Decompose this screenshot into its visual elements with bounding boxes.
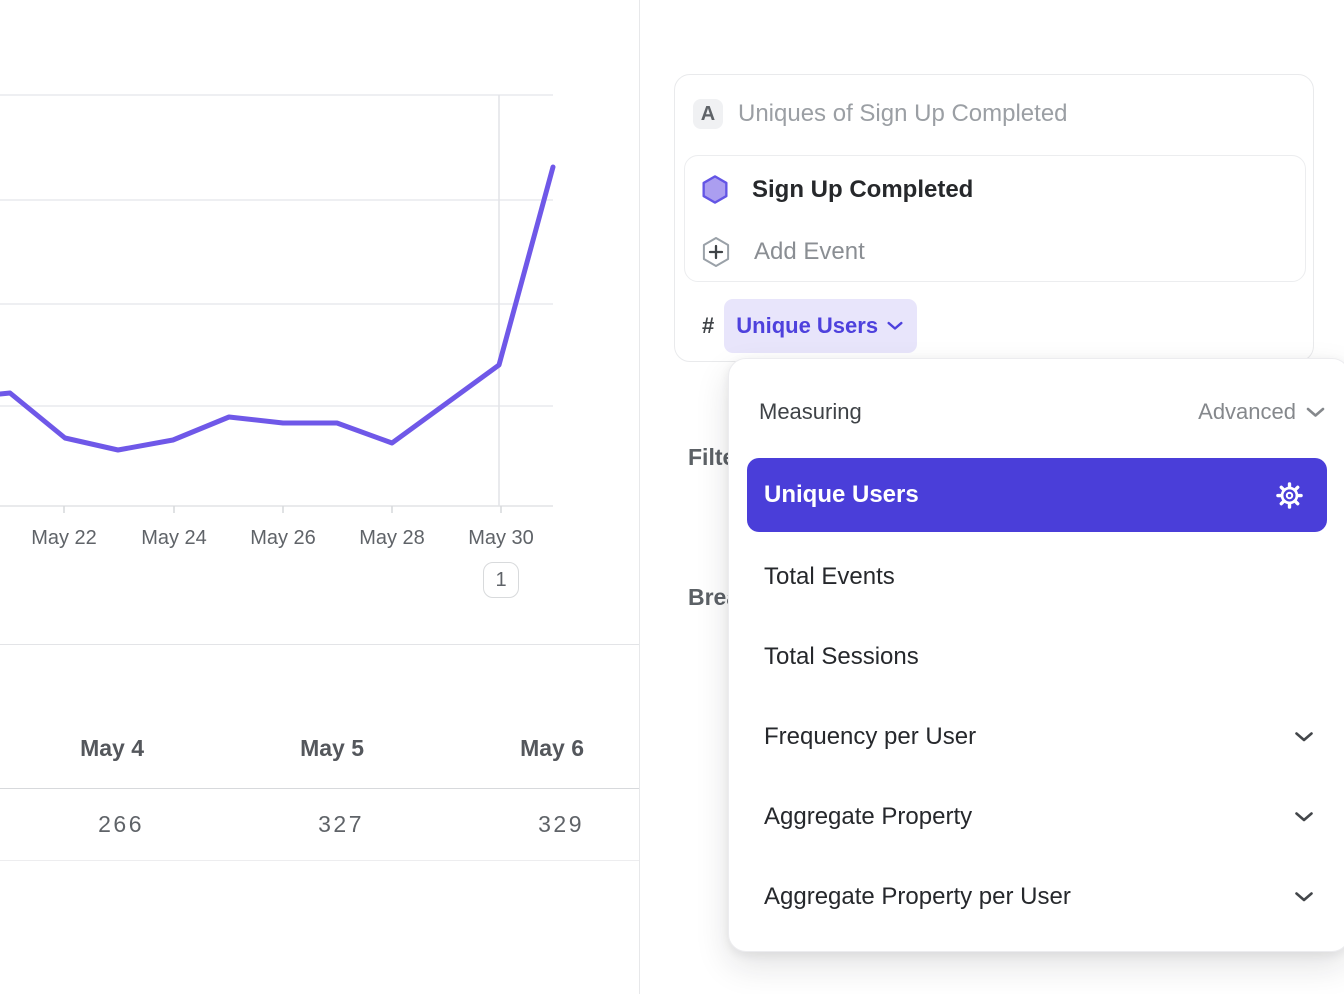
menu-item-unique-users-selected[interactable]: Unique Users xyxy=(747,458,1327,532)
query-builder-card: A Uniques of Sign Up Completed Sign Up C… xyxy=(674,74,1314,362)
measuring-menu-title: Measuring xyxy=(759,399,862,424)
x-axis-tick-label: May 28 xyxy=(359,527,425,549)
event-label: Sign Up Completed xyxy=(752,175,974,203)
pane-divider xyxy=(639,0,640,994)
measuring-menu-item[interactable]: Total Sessions xyxy=(729,617,1344,697)
measuring-menu-item[interactable]: Frequency per User xyxy=(729,697,1344,777)
measuring-mode-value: Advanced xyxy=(1198,399,1296,424)
table-value-row: 266 327 329 xyxy=(0,789,584,860)
measuring-menu-item[interactable]: Total Events xyxy=(729,537,1344,617)
table-value-cell: 266 xyxy=(98,811,144,837)
plus-hexagon-icon xyxy=(700,235,732,269)
chevron-down-icon xyxy=(1294,732,1314,743)
line-chart: May 22 May 24 May 26 May 28 May 30 xyxy=(0,94,556,549)
add-event-button[interactable]: Add Event xyxy=(685,220,1305,283)
series-header-row: A Uniques of Sign Up Completed xyxy=(693,99,1068,129)
table-header-cell: May 5 xyxy=(300,735,364,761)
hexagon-icon xyxy=(700,173,730,206)
query-title: Uniques of Sign Up Completed xyxy=(738,100,1068,127)
table-value-cell: 327 xyxy=(318,811,364,837)
table-row-divider xyxy=(0,860,639,861)
selected-item-label: Unique Users xyxy=(764,481,919,508)
table-value-cell: 329 xyxy=(538,811,584,837)
measuring-menu-item[interactable]: Aggregate Property per User xyxy=(729,857,1344,937)
pagination-page-label: 1 xyxy=(495,568,507,591)
gear-icon[interactable] xyxy=(1276,482,1303,509)
x-axis-tick-label: May 30 xyxy=(468,527,534,549)
hash-symbol: # xyxy=(702,313,715,338)
measurement-row: # Unique Users xyxy=(702,299,918,353)
menu-item-label: Total Events xyxy=(764,563,895,590)
chevron-down-icon xyxy=(1294,892,1314,903)
pagination-page-button[interactable]: 1 xyxy=(483,562,519,598)
chevron-down-icon xyxy=(1306,407,1325,418)
event-list-card: Sign Up Completed Add Event xyxy=(684,155,1306,282)
x-axis-tick-label: May 22 xyxy=(31,527,97,549)
series-badge: A xyxy=(693,99,723,129)
chart-line-series xyxy=(0,164,556,453)
x-axis-tick-label: May 24 xyxy=(141,527,207,549)
measuring-dropdown-menu: Measuring Advanced Unique Users xyxy=(728,358,1344,952)
menu-item-label: Aggregate Property xyxy=(764,803,973,830)
menu-item-label: Total Sessions xyxy=(764,643,919,670)
menu-item-label: Frequency per User xyxy=(764,723,977,750)
measurement-dropdown-button[interactable]: Unique Users xyxy=(724,299,918,353)
x-axis-tick-label: May 26 xyxy=(250,527,316,549)
add-event-label: Add Event xyxy=(754,237,865,265)
menu-item-label: Aggregate Property per User xyxy=(764,883,1071,910)
table-header-row: May 4 May 5 May 6 xyxy=(0,645,584,788)
table-header-cell: May 6 xyxy=(520,735,584,761)
measurement-dropdown-label: Unique Users xyxy=(736,313,879,338)
measuring-menu-item[interactable]: Aggregate Property xyxy=(729,777,1344,857)
chevron-down-icon xyxy=(1294,812,1314,823)
table-header-divider xyxy=(0,788,639,789)
event-row-sign-up-completed[interactable]: Sign Up Completed xyxy=(685,158,1305,221)
results-table: May 4 May 5 May 6 266 327 329 xyxy=(0,644,639,861)
table-header-cell: May 4 xyxy=(80,735,144,761)
measuring-menu-items: Total Events Total Sessions Frequency pe… xyxy=(729,537,1344,937)
chevron-down-icon xyxy=(887,321,903,331)
measuring-menu-header: Measuring Advanced xyxy=(759,398,1325,426)
measuring-mode-selector[interactable]: Advanced xyxy=(1198,399,1325,425)
